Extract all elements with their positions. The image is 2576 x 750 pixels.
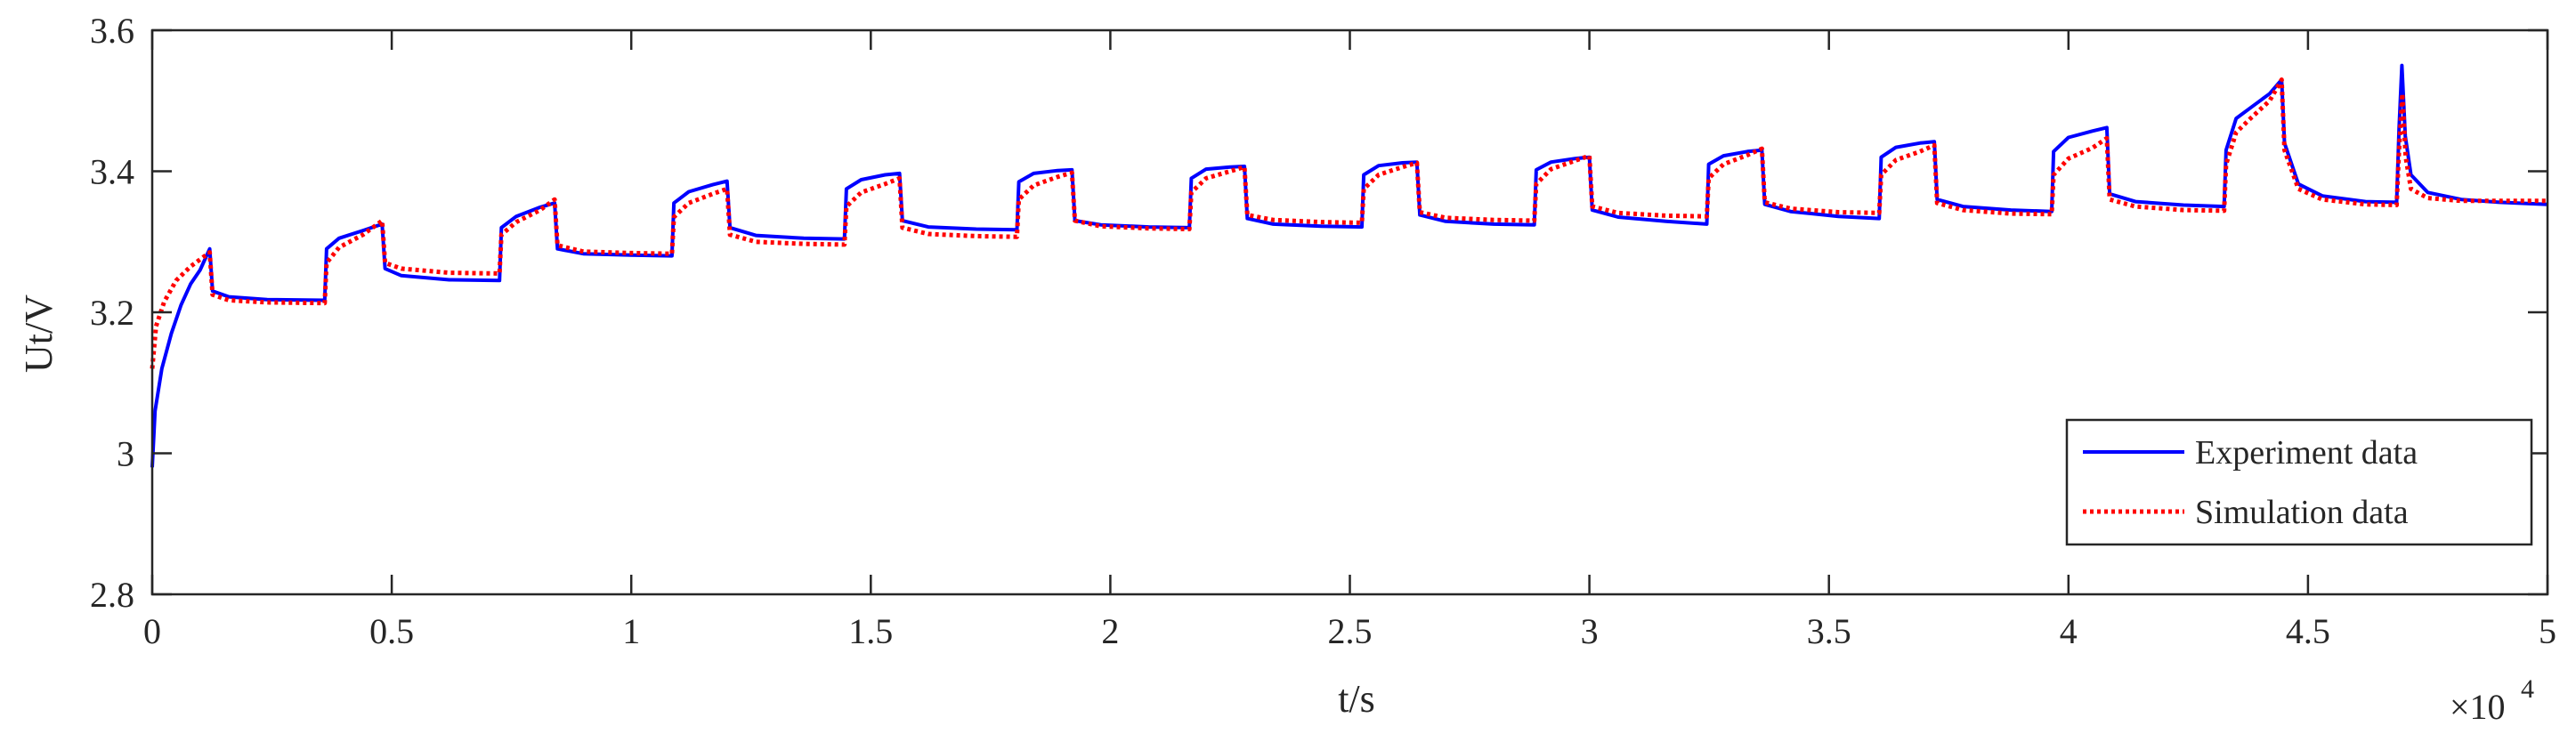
x-tick-label: 0.5: [369, 611, 414, 651]
y-tick-label: 3: [117, 434, 134, 474]
y-tick-label: 2.8: [90, 575, 134, 615]
x-tick-label: 2.5: [1328, 611, 1373, 651]
series-layer: [150, 63, 2548, 468]
ticks-layer: 0 0.5 1 1.5 2 2.5 3 3.5 4 4.5 5 2.8 3 3.2 3.4 3.6: [90, 11, 2556, 651]
series-line-experiment-data: [150, 63, 2548, 468]
y-tick-label: 3.2: [90, 293, 134, 333]
x-tick-label: 3.5: [1807, 611, 1851, 651]
x-axis-multiplier-base: ×10: [2450, 687, 2506, 727]
legend: Experiment data Simulation data: [2065, 418, 2533, 546]
x-tick-label: 4.5: [2286, 611, 2330, 651]
legend-box: [2065, 418, 2533, 546]
x-tick-label: 2: [1101, 611, 1119, 651]
x-tick-label: 4: [2060, 611, 2078, 651]
x-tick-label: 0: [143, 611, 161, 651]
y-axis-label: Ut/V: [17, 294, 61, 373]
x-tick-label: 3: [1581, 611, 1599, 651]
x-axis-multiplier-exponent: 4: [2521, 674, 2534, 704]
x-axis-multiplier: ×10 4: [2450, 674, 2534, 727]
x-tick-label: 5: [2539, 611, 2556, 651]
x-tick-label: 1.5: [848, 611, 893, 651]
legend-label-simulation: Simulation data: [2195, 494, 2409, 531]
y-tick-label: 3.6: [90, 11, 134, 51]
y-tick-label: 3.4: [90, 152, 134, 192]
x-tick-label: 1: [622, 611, 640, 651]
series-line-simulation-data: [150, 77, 2548, 369]
legend-label-experiment: Experiment data: [2195, 434, 2418, 472]
x-axis-label: t/s: [1338, 677, 1375, 721]
